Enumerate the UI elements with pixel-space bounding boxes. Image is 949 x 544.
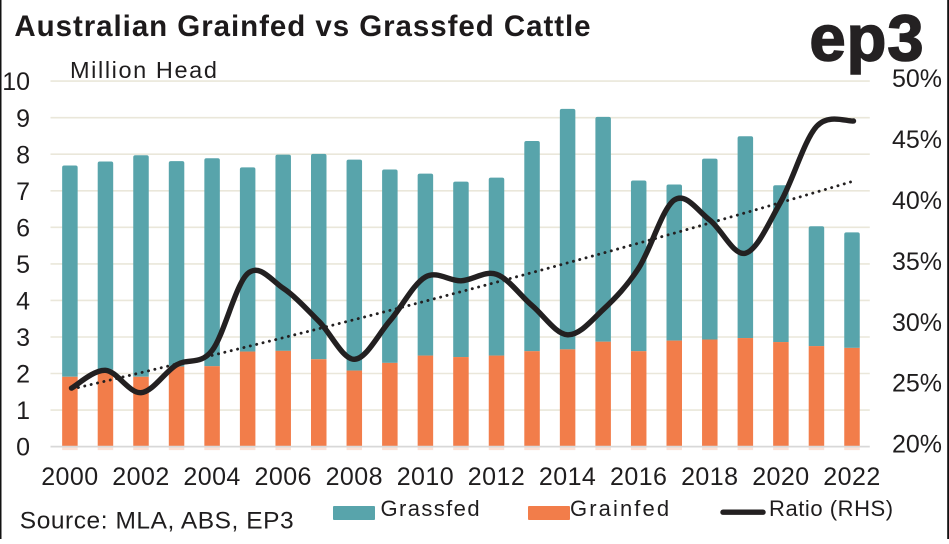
- svg-text:Source: MLA, ABS, EP3: Source: MLA, ABS, EP3: [20, 508, 294, 535]
- svg-text:Grassfed: Grassfed: [381, 496, 481, 521]
- svg-text:2022: 2022: [823, 463, 880, 491]
- svg-text:10: 10: [2, 68, 30, 96]
- svg-text:2: 2: [16, 361, 30, 389]
- svg-text:25%: 25%: [892, 370, 942, 398]
- svg-text:Million Head: Million Head: [70, 57, 219, 83]
- svg-text:2016: 2016: [610, 463, 667, 491]
- svg-text:4: 4: [16, 288, 30, 316]
- svg-text:ep3: ep3: [810, 2, 925, 75]
- svg-text:2002: 2002: [112, 463, 169, 491]
- svg-text:0: 0: [16, 434, 30, 462]
- svg-text:7: 7: [16, 178, 30, 206]
- svg-text:2014: 2014: [539, 463, 596, 491]
- svg-text:Australian Grainfed vs Grassfe: Australian Grainfed vs Grassfed Cattle: [14, 10, 591, 43]
- svg-text:40%: 40%: [892, 187, 942, 215]
- svg-text:35%: 35%: [892, 248, 942, 276]
- svg-text:2006: 2006: [254, 463, 311, 491]
- svg-text:2008: 2008: [326, 463, 383, 491]
- svg-text:8: 8: [16, 141, 30, 169]
- svg-text:50%: 50%: [892, 65, 942, 93]
- svg-text:2000: 2000: [41, 463, 98, 491]
- svg-text:2004: 2004: [183, 463, 240, 491]
- svg-text:20%: 20%: [892, 431, 942, 459]
- svg-text:2018: 2018: [681, 463, 738, 491]
- svg-text:6: 6: [16, 214, 30, 242]
- svg-text:Ratio (RHS): Ratio (RHS): [769, 496, 894, 521]
- svg-text:2012: 2012: [468, 463, 525, 491]
- svg-text:1: 1: [16, 397, 30, 425]
- svg-text:2020: 2020: [752, 463, 809, 491]
- svg-text:2010: 2010: [397, 463, 454, 491]
- svg-text:5: 5: [16, 251, 30, 279]
- svg-text:3: 3: [16, 324, 30, 352]
- svg-text:9: 9: [16, 105, 30, 133]
- svg-text:30%: 30%: [892, 309, 942, 337]
- svg-text:45%: 45%: [892, 126, 942, 154]
- svg-text:Grainfed: Grainfed: [570, 496, 671, 521]
